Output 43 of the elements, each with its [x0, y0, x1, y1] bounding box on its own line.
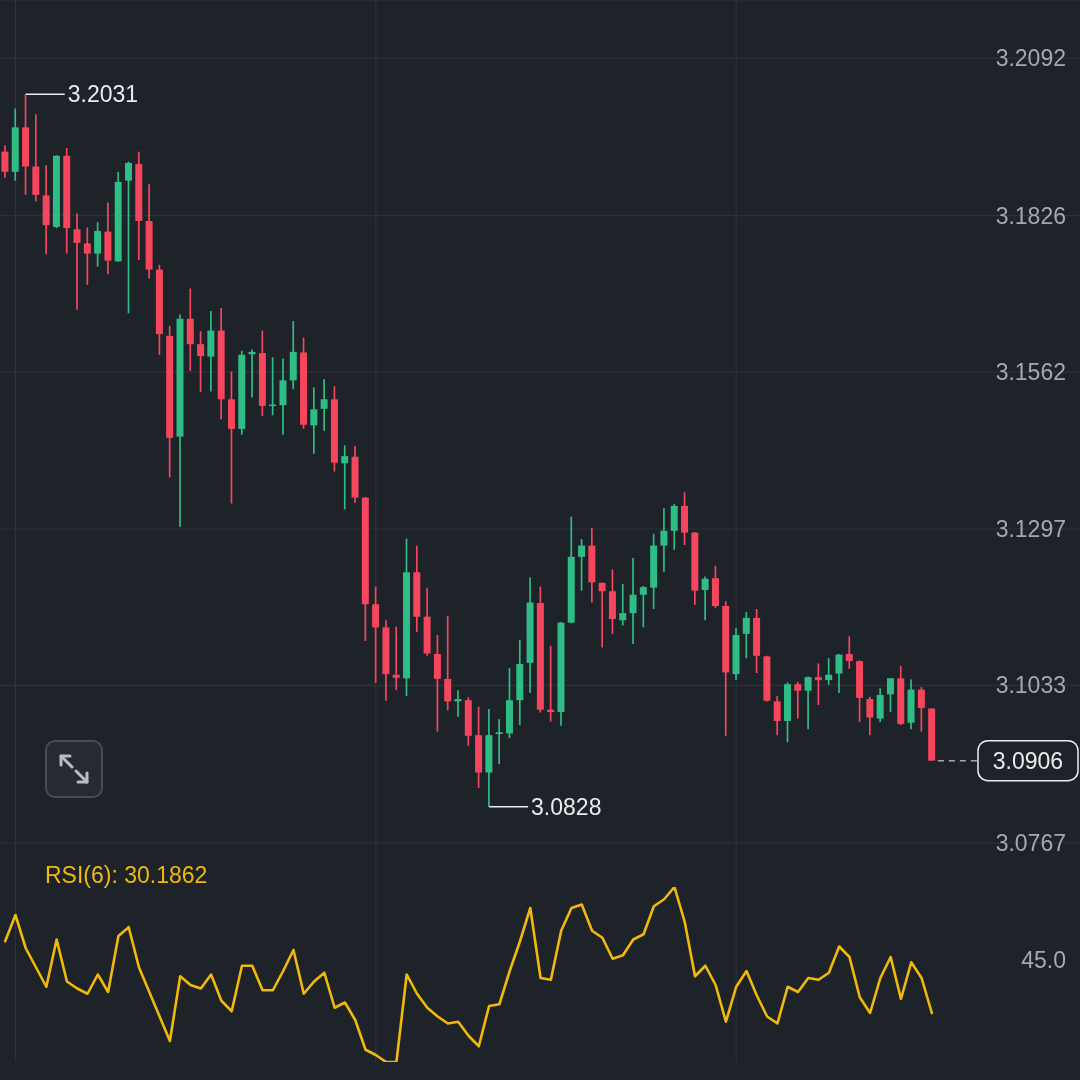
candlestick [392, 625, 400, 692]
candlestick [825, 657, 833, 686]
y-tick-label: 3.2092 [995, 45, 1066, 72]
ref-line-label: 3.0906 [992, 747, 1064, 774]
candlestick [629, 557, 637, 645]
candlestick [917, 686, 925, 733]
candlestick [1, 144, 9, 179]
candlestick [372, 585, 380, 684]
candlestick [598, 581, 606, 649]
chart-title: RSI(6): 30.1862 [45, 862, 208, 888]
candlestick [83, 226, 91, 286]
candlestick [866, 695, 874, 737]
y-tick-label: 3.1033 [995, 672, 1066, 699]
candlestick [619, 583, 627, 627]
annotation: 3.0828 [531, 793, 602, 820]
candlestick [320, 378, 328, 432]
text: 45.0 [1021, 947, 1066, 973]
candlestick [495, 718, 503, 766]
annotation: 3.2031 [67, 81, 139, 108]
candlestick [701, 575, 709, 622]
candlestick [73, 212, 81, 311]
candlestick [197, 330, 205, 394]
candlestick [876, 687, 884, 723]
candlestick [341, 444, 349, 511]
candlestick [886, 677, 894, 713]
candlestick [125, 160, 132, 315]
candlestick [444, 615, 452, 712]
candlestick [773, 695, 781, 737]
candlestick [660, 507, 668, 573]
y-tick-label: 3.0767 [995, 830, 1066, 856]
candlestick [310, 386, 318, 455]
candlestick [835, 653, 843, 694]
candlestick [742, 611, 750, 660]
candlestick [578, 538, 586, 592]
candlestick [794, 681, 802, 720]
candlestick [639, 585, 647, 629]
y-tick-label: 3.1826 [995, 202, 1066, 229]
y-tick-label: 3.1297 [995, 516, 1066, 543]
candlestick [94, 221, 102, 268]
candlestick [845, 635, 853, 670]
candlestick [804, 675, 812, 731]
y-tick-label: 3.1562 [995, 359, 1066, 386]
candlestick [814, 662, 822, 706]
